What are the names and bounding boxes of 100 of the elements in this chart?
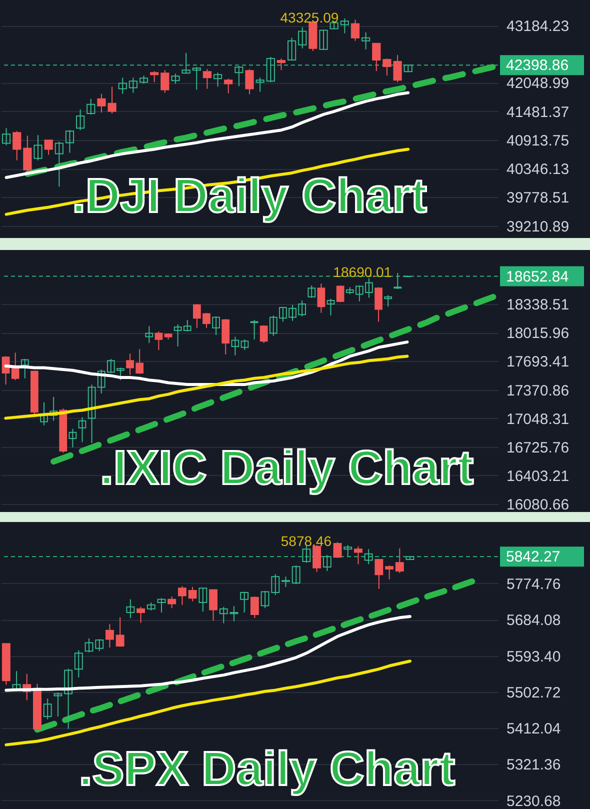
y-tick-label: 17693.41 [506, 354, 570, 371]
candlestick [276, 58, 286, 71]
candlestick [136, 606, 146, 624]
candlestick [105, 624, 114, 648]
candlestick [74, 650, 83, 678]
candlestick [212, 316, 220, 336]
candlestick [384, 294, 392, 308]
candlestick [245, 68, 254, 95]
candlestick [260, 324, 268, 344]
y-tick-label: 5412.04 [506, 720, 561, 738]
candlestick [20, 358, 29, 379]
candlestick [302, 545, 311, 564]
candlestick [192, 66, 201, 90]
candlestick [240, 338, 249, 351]
y-tick-label: 5774.76 [506, 576, 561, 593]
y-tick-label: 41481.37 [506, 104, 570, 121]
candlestick [86, 98, 96, 115]
candlestick [333, 542, 342, 558]
candlestick [95, 638, 104, 652]
candlestick [11, 352, 20, 381]
line-series [4, 91, 410, 179]
candlestick [395, 548, 404, 574]
candlestick [308, 284, 316, 298]
candlestick [256, 77, 264, 92]
candlestick [340, 18, 349, 34]
candlestick [317, 283, 326, 314]
candlestick [202, 68, 212, 90]
candlestick [198, 588, 208, 612]
candlestick [40, 402, 48, 426]
candlestick [54, 692, 62, 718]
candlestick [157, 598, 166, 613]
candlestick [182, 52, 190, 74]
y-tick-label: 39778.51 [506, 190, 570, 207]
candlestick [336, 284, 344, 303]
candlestick [76, 108, 85, 131]
candlestick [374, 558, 384, 590]
candlestick [116, 616, 124, 648]
y-tick-label: 5502.72 [506, 684, 561, 702]
candlestick [234, 66, 244, 87]
candlestick [160, 70, 170, 94]
candlestick [222, 318, 230, 355]
candlestick [344, 544, 352, 558]
candlestick [240, 591, 249, 613]
candlestick [394, 272, 402, 290]
candlestick [266, 56, 275, 83]
line-series [4, 660, 412, 746]
candlestick [292, 564, 300, 585]
candlestick [322, 554, 332, 572]
candlestick [178, 586, 186, 606]
candlestick [126, 598, 135, 619]
candlestick [362, 32, 370, 50]
y-tick-label: 39210.89 [506, 218, 570, 236]
candlestick [145, 326, 154, 344]
candlestick [23, 135, 32, 172]
y-tick-label: 17048.31 [506, 410, 570, 428]
candlestick [250, 596, 259, 619]
candlestick [64, 668, 73, 730]
y-tick-label: 16080.66 [506, 496, 570, 514]
candlestick [154, 330, 163, 351]
candlestick [282, 576, 290, 588]
y-tick-label: 40346.13 [506, 161, 570, 178]
text: .SPX Daily Chart [78, 743, 455, 796]
annotation: 18690.01 [333, 264, 392, 280]
candlestick [168, 596, 176, 609]
text: .IXIC Daily Chart [100, 442, 474, 495]
candlestick [43, 698, 52, 720]
y-tick-label: 16725.76 [506, 439, 570, 456]
annotation: 5878.46 [280, 533, 332, 550]
candlestick [213, 72, 222, 88]
candlestick [209, 589, 218, 622]
y-tick-label: 40913.75 [506, 132, 570, 150]
candlestick [231, 336, 240, 356]
candlestick [128, 77, 138, 94]
annotation: 43325.09 [280, 9, 339, 26]
candlestick [374, 286, 382, 322]
ref-line-label: 18652.84 [506, 268, 569, 286]
candlestick [312, 544, 322, 572]
candlestick [150, 70, 159, 83]
ref-line-label: 42398.86 [506, 57, 569, 74]
candlestick [88, 384, 96, 444]
candlestick [171, 73, 180, 84]
y-tick-label: 5684.08 [506, 612, 561, 630]
candlestick [78, 416, 86, 443]
candlestick [287, 37, 296, 62]
candlestick [250, 319, 258, 340]
candlestick [188, 586, 197, 602]
candlestick [68, 428, 77, 448]
candlestick [2, 128, 11, 146]
candlestick [298, 26, 307, 49]
candlestick [84, 638, 94, 653]
y-tick-label: 5230.68 [506, 792, 561, 809]
candlestick [326, 298, 335, 316]
candlestick [385, 564, 394, 580]
y-tick-label: 18015.96 [506, 325, 570, 342]
candlestick [12, 130, 22, 161]
ref-line-label: 5842.27 [506, 548, 560, 566]
y-tick-label: 18338.51 [506, 296, 570, 314]
candlestick [224, 78, 233, 94]
y-tick-label: 5321.36 [506, 756, 561, 774]
line-series [4, 614, 412, 692]
